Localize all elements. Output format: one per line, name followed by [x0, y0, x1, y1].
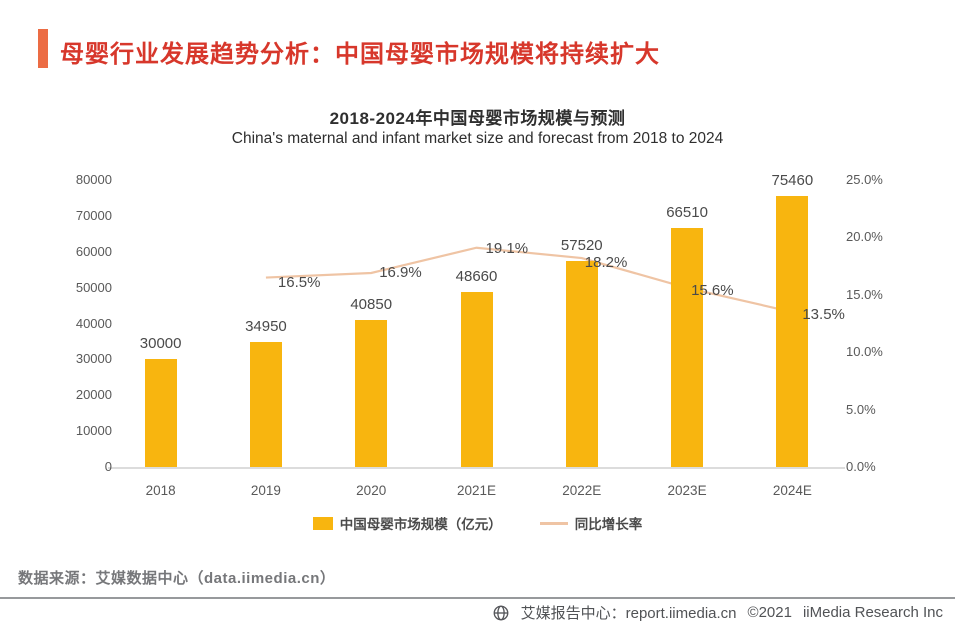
title-accent-bar	[38, 29, 48, 68]
y-axis-left-tick-label: 30000	[75, 351, 112, 367]
data-source-note: 数据来源：艾媒数据中心（data.iimedia.cn）	[18, 570, 336, 587]
x-axis-tick-label: 2020	[356, 483, 387, 498]
bar	[249, 341, 282, 467]
legend-item: 同比增长率	[539, 513, 643, 533]
footer-bar: 艾媒报告中心：report.iimedia.cn ©2021 iiMedia R…	[492, 602, 943, 623]
growth-rate-label: 13.5%	[802, 306, 845, 324]
bar-value-label: 30000	[139, 335, 182, 353]
bar	[565, 260, 598, 467]
x-axis-tick-label: 2021E	[456, 483, 497, 498]
y-axis-right-tick-label: 20.0%	[846, 229, 883, 245]
growth-rate-label: 15.6%	[691, 281, 734, 299]
bar	[144, 359, 177, 467]
x-axis-tick-label: 2018	[145, 483, 176, 498]
footer-copyright: ©2021	[747, 604, 792, 621]
bar	[671, 228, 704, 467]
growth-rate-line	[265, 246, 793, 314]
x-axis-tick-label: 2023E	[667, 483, 707, 498]
bar-value-label: 40850	[350, 296, 393, 314]
y-axis-right-tick-label: 25.0%	[846, 172, 883, 187]
footer-brand: 艾媒报告中心：report.iimedia.cn	[520, 605, 737, 622]
page-title: 母婴行业发展趋势分析：中国母婴市场规模将持续扩大	[60, 41, 660, 68]
y-axis-right-tick-label: 15.0%	[846, 286, 883, 302]
y-axis-right-tick-label: 10.0%	[846, 344, 883, 360]
chart-title: 2018-2024年中国母婴市场规模与预测	[329, 109, 626, 128]
bar-value-label: 75460	[771, 172, 814, 190]
y-axis-left-tick-label: 80000	[75, 172, 112, 187]
y-axis-left-tick-label: 70000	[75, 207, 112, 223]
x-axis-tick-label: 2022E	[562, 483, 602, 498]
y-axis-left-tick-label: 50000	[75, 279, 112, 295]
bar	[460, 292, 493, 467]
y-axis-left-tick-label: 0	[104, 459, 112, 474]
bar	[776, 196, 809, 467]
growth-rate-label: 16.9%	[379, 263, 422, 281]
footer-company: iiMedia Research Inc	[802, 604, 943, 621]
footer-divider	[0, 597, 955, 599]
y-axis-right-tick-label: 5.0%	[846, 401, 876, 417]
bar-value-label: 48660	[455, 268, 498, 286]
bar-value-label: 57520	[560, 236, 603, 254]
growth-rate-label: 18.2%	[584, 254, 628, 272]
bar-value-label: 66510	[666, 204, 708, 222]
bar	[355, 320, 388, 467]
legend-item-label: 同比增长率	[574, 517, 643, 532]
x-axis-tick-label: 2019	[250, 483, 281, 498]
x-axis-tick-label: 2024E	[772, 483, 812, 498]
x-axis-line	[108, 467, 845, 469]
chart-legend: 中国母婴市场规模（亿元） 同比增长率	[0, 513, 955, 533]
y-axis-left-tick-label: 20000	[75, 387, 112, 403]
growth-rate-label: 16.5%	[277, 273, 321, 291]
plot-area	[108, 175, 845, 475]
y-axis-left-tick-label: 40000	[75, 315, 112, 331]
legend-line-swatch	[539, 521, 568, 525]
y-axis-left-tick-label: 10000	[75, 423, 112, 439]
y-axis-right-tick-label: 0.0%	[846, 459, 876, 474]
legend-item: 中国母婴市场规模（亿元）	[312, 513, 502, 533]
y-axis-left-tick-label: 60000	[75, 243, 112, 259]
growth-rate-label: 19.1%	[485, 239, 529, 257]
globe-icon	[493, 605, 509, 620]
chart-subtitle: China's maternal and infant market size …	[231, 130, 724, 147]
bar-value-label: 34950	[245, 317, 287, 335]
legend-item-label: 中国母婴市场规模（亿元）	[339, 517, 502, 532]
legend-bar-swatch	[312, 516, 333, 530]
